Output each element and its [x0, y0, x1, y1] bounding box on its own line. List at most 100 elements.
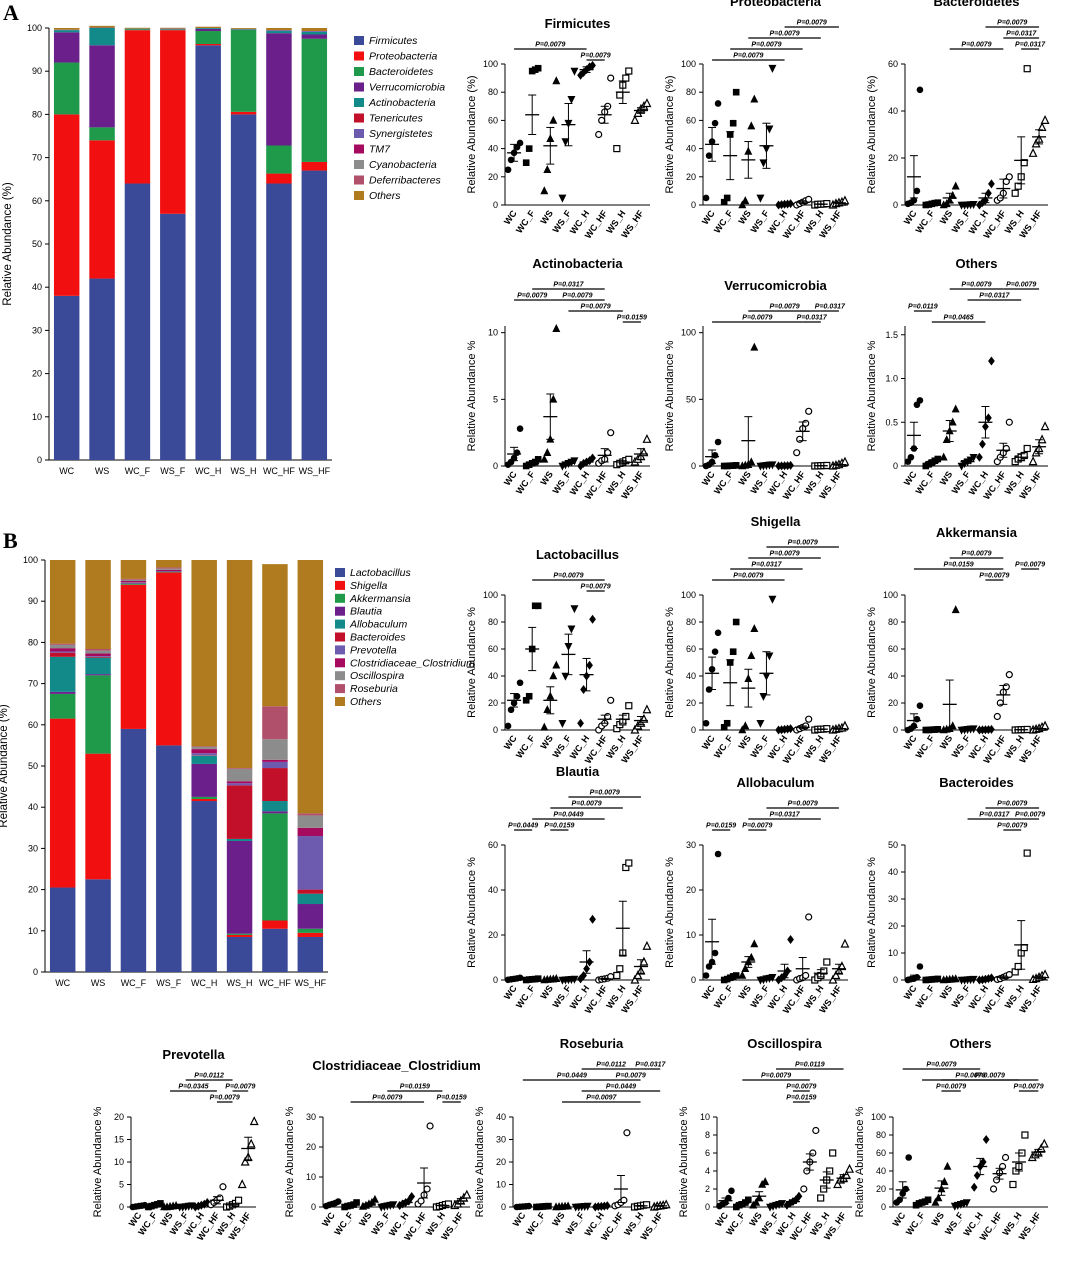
bar-segment-others [262, 564, 288, 707]
bar-segment-proteobacteria [266, 173, 292, 184]
bar-segment-lactobacillus [297, 936, 324, 972]
significance-bracket: P=0.0159 [786, 1095, 817, 1103]
data-point [616, 965, 624, 973]
mean-sem-wc-h [777, 963, 792, 979]
data-point [982, 1135, 990, 1144]
data-point [513, 449, 521, 456]
y-tick-label: 4 [705, 1166, 710, 1176]
y-axis-label: Relative Abundance % [678, 1106, 690, 1217]
y-tick-label: 5 [119, 1180, 124, 1190]
data-point [444, 1200, 453, 1208]
x-tick-label: WC_F [712, 983, 735, 1010]
significance-bracket: P=0.0079 [1015, 562, 1045, 570]
significance-bracket: P=0.0079 [1003, 282, 1040, 290]
data-point [552, 76, 561, 85]
bar-segment-bacteroidetes [266, 145, 292, 174]
data-point [552, 323, 561, 332]
data-point [630, 115, 640, 125]
p-value-label: P=0.0317 [815, 304, 846, 311]
x-tick-label: WS [95, 466, 110, 476]
bar-segment-allobaculum [297, 893, 324, 905]
p-value-label: P=0.0079 [936, 1084, 966, 1091]
data-point [756, 194, 765, 203]
y-tick-label: 40 [32, 282, 42, 292]
data-point [738, 200, 747, 209]
y-tick-label: 100 [681, 59, 696, 69]
bar-segment-lactobacillus [156, 745, 182, 972]
mean-sem-wc-hf [802, 1153, 817, 1171]
data-point [589, 614, 596, 624]
bar-segment-shigella [226, 934, 253, 937]
significance-bracket: P=0.0159 [913, 562, 1004, 570]
y-tick-label: 60 [488, 840, 498, 850]
p-value-label: P=0.0079 [961, 42, 991, 49]
mean-sem-ws-hf [831, 463, 846, 466]
legend-label: Deferribacteres [369, 175, 442, 187]
bar-segment-others [160, 27, 186, 29]
data-point [1014, 962, 1022, 971]
data-point [840, 938, 850, 948]
data-point [1005, 418, 1013, 426]
p-value-label: P=0.0079 [788, 540, 818, 547]
data-point [711, 119, 719, 127]
data-point [1011, 189, 1019, 197]
data-point [1023, 65, 1031, 73]
y-tick-label: 10 [488, 328, 498, 338]
y-tick-label: 100 [883, 590, 898, 600]
significance-bracket: P=0.0079 [766, 801, 839, 809]
mean-sem-wc-hf [597, 714, 612, 724]
bar-segment-others [266, 28, 292, 31]
bar-segment-blautia [191, 763, 217, 797]
p-value-label: P=0.0465 [944, 315, 974, 322]
significance-bracket: P=0.0079 [949, 282, 1004, 290]
y-tick-label: 8 [705, 1130, 710, 1140]
mean-sem-ws-hf [653, 1204, 668, 1207]
chart-title: Firmicutes [545, 16, 611, 31]
chart-title: Oscillospira [747, 1036, 822, 1051]
data-point [540, 722, 549, 731]
bar-segment-prevotella [85, 655, 111, 657]
mean-sem-ws [942, 192, 957, 204]
data-point [989, 1185, 998, 1193]
data-point [951, 974, 960, 983]
mean-sem-ws-f [561, 633, 576, 676]
data-point [249, 1116, 259, 1126]
mean-sem-wc [895, 1181, 910, 1199]
significance-bracket: P=0.0317 [635, 1062, 667, 1070]
significance-bracket: P=0.0449 [508, 823, 538, 831]
data-point [525, 145, 533, 152]
significance-bracket: P=0.0112 [581, 1062, 641, 1070]
y-tick-label: 0 [881, 1202, 886, 1212]
data-point [962, 1199, 971, 1208]
data-point [549, 115, 558, 124]
data-point [750, 624, 759, 633]
data-point [423, 1185, 431, 1193]
p-value-label: P=0.0345 [178, 1084, 208, 1091]
bar-segment-firmicutes [230, 114, 257, 461]
mean-sem-wc-hf [209, 1196, 224, 1205]
data-point [534, 64, 542, 72]
significance-bracket: P=0.0079 [985, 801, 1040, 809]
p-value-label: P=0.0079 [997, 20, 1027, 27]
bar-segment-firmicutes [124, 183, 151, 460]
y-tick-label: 10 [114, 1157, 124, 1167]
data-point [598, 116, 606, 125]
bar-segment-oscillospira [49, 644, 76, 649]
significance-bracket: P=0.0097 [562, 1095, 641, 1103]
mean-sem-ws-h [615, 80, 630, 104]
legend-label: Cyanobacteria [369, 159, 437, 171]
y-axis-label: Relative Abundance (%) [664, 75, 676, 193]
p-value-label: P=0.0317 [1006, 31, 1037, 38]
data-point [992, 1176, 1001, 1184]
p-value-label: P=0.0159 [617, 315, 647, 322]
x-tick-label: WC_F [514, 469, 537, 496]
mean-sem-ws-f [759, 122, 774, 169]
significance-bracket: P=0.0079 [210, 1095, 240, 1103]
y-tick-label: 20 [888, 698, 898, 708]
stacked-bar-ws [85, 560, 111, 972]
stacked-bar-wc-h [195, 26, 221, 460]
bar-segment-firmicutes [53, 295, 80, 460]
data-point [702, 194, 710, 202]
